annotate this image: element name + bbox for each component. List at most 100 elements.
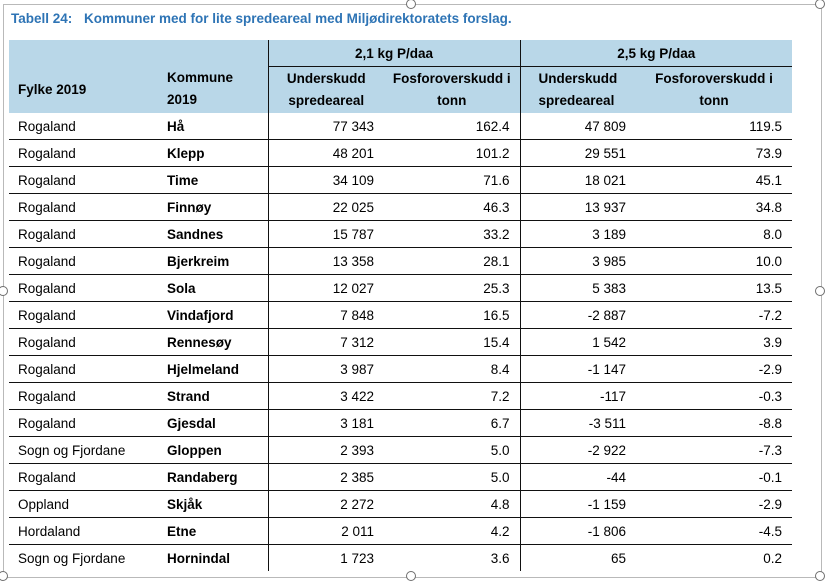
cell-fylke: Oppland [9, 490, 158, 518]
cell-kommune: Randaberg [158, 463, 268, 491]
resize-handle-bottom-right[interactable] [815, 571, 825, 581]
cell-underskudd-2-1: 77 343 [267, 113, 384, 140]
table-row: Sogn og Fjordane Hornindal 1 723 3.6 65 0.2 [9, 544, 792, 571]
cell-fosfor-2-5: -8.8 [636, 409, 793, 437]
cell-underskudd-2-1: 48 201 [267, 139, 384, 167]
cell-fosfor-2-1: 33.2 [384, 220, 521, 248]
cell-fosfor-2-5: 34.8 [636, 193, 793, 221]
cell-fylke: Rogaland [9, 355, 158, 383]
resize-handle-bottom-left[interactable] [0, 571, 8, 581]
table-row: Rogaland Hjelmeland 3 987 8.4 -1 147 -2.9 [9, 355, 793, 383]
cell-fosfor-2-1: 46.3 [384, 193, 521, 221]
cell-fylke: Rogaland [9, 220, 158, 248]
cell-underskudd-2-5: 1 542 [519, 328, 637, 356]
cell-fosfor-2-1: 6.7 [384, 409, 521, 437]
table-row: Rogaland Gjesdal 3 181 6.7 -3 511 -8.8 [9, 409, 793, 437]
cell-fosfor-2-5: 8.0 [636, 220, 793, 248]
cell-fylke: Sogn og Fjordane [18, 550, 126, 566]
cell-fosfor-2-5: -2.9 [636, 490, 793, 518]
cell-fylke: Rogaland [9, 463, 158, 491]
table-row: Hordaland Etne 2 011 4.2 -1 806 -4.5 [9, 517, 793, 545]
caption-label: Tabell 24: [11, 11, 73, 26]
cell-fylke: Rogaland [9, 274, 158, 302]
cell-kommune: Time [158, 166, 268, 194]
cell-kommune: Etne [158, 517, 268, 545]
cell-kommune: Gloppen [158, 436, 268, 464]
cell-fosfor-2-5: -0.3 [636, 382, 793, 410]
cell-fosfor-2-5: -7.2 [636, 301, 793, 329]
caption-title: Kommuner med for lite spredeareal med Mi… [84, 11, 512, 26]
cell-underskudd-2-1: 12 027 [267, 274, 384, 302]
cell-underskudd-2-1: 3 422 [267, 382, 384, 410]
cell-underskudd-2-1: 7 848 [267, 301, 384, 329]
cell-underskudd-2-5: 47 809 [519, 113, 637, 140]
cell-underskudd-2-5: -2 887 [519, 301, 637, 329]
cell-underskudd-2-1: 2 385 [267, 463, 384, 491]
cell-underskudd-2-5: -2 922 [519, 436, 637, 464]
cell-fylke: Rogaland [9, 193, 158, 221]
cell-fosfor-2-5: -4.5 [636, 517, 793, 545]
resize-handle-top-right[interactable] [815, 0, 825, 9]
cell-fylke: Rogaland [9, 139, 158, 167]
cell-fosfor-2-1: 25.3 [384, 274, 521, 302]
cell-fylke: Rogaland [9, 166, 158, 194]
cell-fosfor-2-1: 15.4 [384, 328, 521, 356]
cell-kommune: Gjesdal [158, 409, 268, 437]
cell-fylke: Sogn og Fjordane [9, 436, 158, 464]
table-row: Rogaland Sandnes 15 787 33.2 3 189 8.0 [9, 220, 793, 248]
table-row: Rogaland Sola 12 027 25.3 5 383 13.5 [9, 274, 793, 302]
cell-kommune: Finnøy [158, 193, 268, 221]
header-fylke: Fylke 2019 [9, 40, 158, 113]
table-row: Rogaland Finnøy 22 025 46.3 13 937 34.8 [9, 193, 793, 221]
table-row: Rogaland Bjerkreim 13 358 28.1 3 985 10.0 [9, 247, 793, 275]
header-kommune: Kommune 2019 [158, 40, 268, 113]
cell-fosfor-2-5: 73.9 [636, 139, 793, 167]
header-group-2-5: 2,5 kg P/daa [519, 40, 793, 67]
cell-fylke: Rogaland [9, 301, 158, 329]
header-underskudd-2-5: Underskudd spredeareal [519, 66, 637, 113]
cell-underskudd-2-1: 13 358 [267, 247, 384, 275]
cell-kommune: Skjåk [158, 490, 268, 518]
table-row: Rogaland Vindafjord 7 848 16.5 -2 887 -7.2 [9, 301, 793, 329]
cell-kommune: Hå [158, 113, 268, 140]
cell-fosfor-2-5: -2.9 [636, 355, 793, 383]
cell-underskudd-2-1: 22 025 [267, 193, 384, 221]
header-fosfor-2-5: Fosforoverskudd i tonn [636, 66, 793, 113]
resize-handle-right[interactable] [815, 286, 825, 296]
table-row: Rogaland Randaberg 2 385 5.0 -44 -0.1 [9, 463, 793, 491]
resize-handle-bottom[interactable] [406, 571, 416, 581]
table-row: Sogn og Fjordane Gloppen 2 393 5.0 -2 922 -7.… [9, 436, 793, 464]
cell-fosfor-2-1: 5.0 [384, 463, 521, 491]
cell-fosfor-2-5: 10.0 [636, 247, 793, 275]
cell-underskudd-2-5: 3 189 [519, 220, 637, 248]
cell-underskudd-2-5: -117 [519, 382, 637, 410]
cell-kommune: Klepp [158, 139, 268, 167]
cell-fosfor-2-5: 3.9 [636, 328, 793, 356]
cell-underskudd-2-1: 2 011 [267, 517, 384, 545]
cell-fylke: Rogaland [9, 409, 158, 437]
header-fosfor-2-1: Fosforoverskudd i tonn [384, 66, 521, 113]
table-row: Oppland Skjåk 2 272 4.8 -1 159 -2.9 [9, 490, 793, 518]
cell-fosfor-2-5: 45.1 [636, 166, 793, 194]
cell-fosfor-2-1: 4.2 [384, 517, 521, 545]
cell-fosfor-2-1: 71.6 [384, 166, 521, 194]
header-underskudd-2-1: Underskudd spredeareal [267, 66, 384, 113]
header-group-2-1: 2,1 kg P/daa [267, 40, 521, 67]
cell-fosfor-2-5: 119.5 [636, 113, 793, 140]
table-row: Rogaland Strand 3 422 7.2 -117 -0.3 [9, 382, 793, 410]
resize-handle-top[interactable] [406, 0, 416, 9]
cell-fylke: Rogaland [9, 382, 158, 410]
cell-fosfor-2-5: -7.3 [636, 436, 793, 464]
cell-fosfor-2-5: 13.5 [636, 274, 793, 302]
cell-underskudd-2-5: 3 985 [519, 247, 637, 275]
resize-handle-left[interactable] [0, 286, 8, 296]
cell-fosfor-2-1: 162.4 [384, 113, 521, 140]
cell-kommune: Hornindal [167, 550, 230, 566]
cell-underskudd-2-1: 7 312 [267, 328, 384, 356]
cell-kommune: Sandnes [158, 220, 268, 248]
cell-underskudd-2-5: -1 147 [519, 355, 637, 383]
table-row: Rogaland Hå 77 343 162.4 47 809 119.5 [9, 113, 793, 140]
cell-fosfor-2-5: -0.1 [636, 463, 793, 491]
cell-underskudd-2-1: 3 181 [267, 409, 384, 437]
cell-fosfor-2-5: 0.2 [763, 550, 783, 566]
